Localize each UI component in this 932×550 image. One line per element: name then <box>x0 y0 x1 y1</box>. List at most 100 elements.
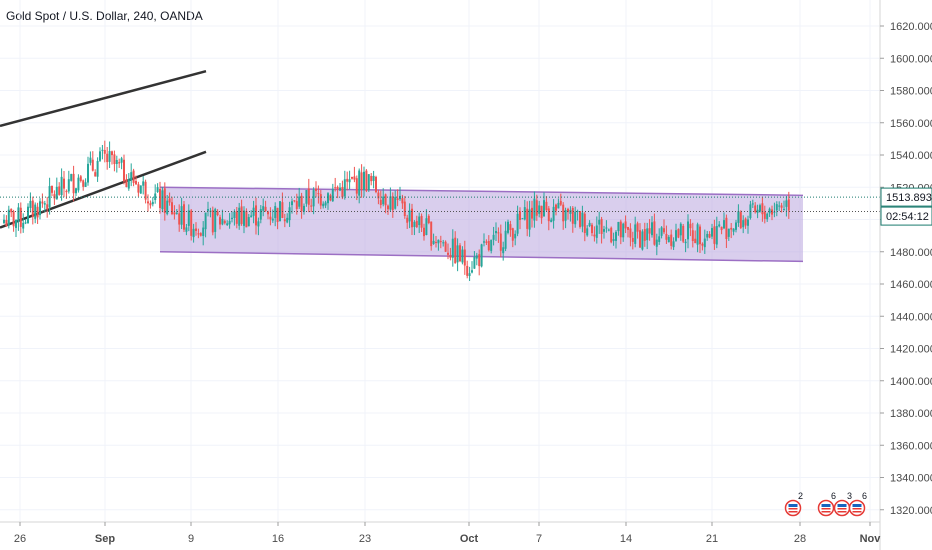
candle <box>730 222 733 239</box>
candle <box>735 219 737 233</box>
flag-event-icon <box>784 499 802 517</box>
candle-body <box>449 254 452 258</box>
candle <box>276 207 279 230</box>
candle-body <box>255 205 257 226</box>
economic-event-marker[interactable]: 3 <box>833 491 853 517</box>
candle <box>615 230 617 249</box>
candle <box>430 221 433 251</box>
candle-body <box>423 227 425 237</box>
candle-body <box>312 190 315 207</box>
candle <box>72 165 75 202</box>
candle-body <box>766 213 769 220</box>
candle-body <box>742 220 745 228</box>
candle <box>99 147 101 162</box>
candle-body <box>351 176 353 179</box>
trendline-upper[interactable] <box>0 69 207 128</box>
candle <box>660 226 663 239</box>
candle-body <box>231 217 233 219</box>
candle-body <box>751 203 754 205</box>
candle-body <box>159 188 161 208</box>
candle-body <box>699 226 701 245</box>
candle-body <box>454 237 457 264</box>
candle <box>108 141 111 169</box>
candle <box>384 193 387 214</box>
candle <box>665 225 668 244</box>
candle-body <box>24 222 27 224</box>
candle-body <box>545 201 548 210</box>
candle <box>519 207 521 230</box>
candle <box>175 209 178 215</box>
candle-body <box>195 228 197 231</box>
candle-body <box>667 236 670 243</box>
candle <box>195 222 197 236</box>
candle <box>48 177 51 215</box>
candle-body <box>773 211 776 213</box>
candle <box>24 219 27 225</box>
candle-body <box>687 221 689 240</box>
candle-body <box>658 236 661 242</box>
candle <box>307 178 310 213</box>
flag-event-icon <box>817 499 835 517</box>
candle-body <box>298 196 301 207</box>
economic-event-marker[interactable]: 6 <box>817 491 837 517</box>
candle <box>514 230 517 246</box>
candlestick-series <box>3 140 790 281</box>
candle-body <box>538 205 541 214</box>
candle <box>149 200 152 209</box>
candle <box>703 229 706 254</box>
candle <box>564 207 567 229</box>
candle <box>420 213 423 233</box>
candle <box>269 207 272 226</box>
candle-body <box>319 194 322 206</box>
candle <box>545 196 548 211</box>
candle-body <box>547 208 550 222</box>
candle <box>425 209 428 236</box>
candle-body <box>180 206 183 225</box>
range-channel-top-line[interactable] <box>159 186 804 197</box>
countdown-tag-box <box>880 206 932 226</box>
candle <box>27 203 29 224</box>
candle-body <box>531 207 533 219</box>
candle <box>766 212 769 222</box>
candle <box>173 205 176 220</box>
candle <box>250 210 253 218</box>
candle <box>406 214 409 229</box>
candle <box>415 215 418 229</box>
candle <box>411 203 413 235</box>
candle-body <box>130 172 133 181</box>
candle-body <box>223 220 226 224</box>
candle-body <box>108 151 111 162</box>
candle <box>295 193 298 215</box>
candle-body <box>310 205 313 207</box>
candle-body <box>735 222 737 230</box>
candle <box>617 221 620 236</box>
candle-body <box>216 211 219 216</box>
candle-body <box>168 198 171 203</box>
candle-body <box>768 208 771 214</box>
candle <box>10 208 13 218</box>
candle <box>576 209 579 221</box>
candle <box>449 247 452 261</box>
candle-body <box>437 239 440 244</box>
candle <box>694 230 697 244</box>
candle-body <box>761 203 764 215</box>
candle <box>63 170 65 198</box>
economic-event-marker[interactable]: 6 <box>848 491 868 517</box>
candle-body <box>132 170 135 183</box>
candle-body <box>111 151 113 156</box>
candle-body <box>605 227 608 229</box>
economic-event-marker[interactable]: 2 <box>784 491 804 517</box>
candle <box>288 201 291 227</box>
candle-body <box>521 218 524 220</box>
candle <box>29 192 32 213</box>
candle <box>622 222 625 242</box>
candle-body <box>142 181 145 186</box>
candle <box>641 229 644 251</box>
candle-body <box>497 232 500 234</box>
candle-body <box>579 211 581 228</box>
candle-body <box>257 221 260 227</box>
candle-body <box>456 245 459 263</box>
candle <box>737 204 740 227</box>
candle-body <box>499 233 502 251</box>
